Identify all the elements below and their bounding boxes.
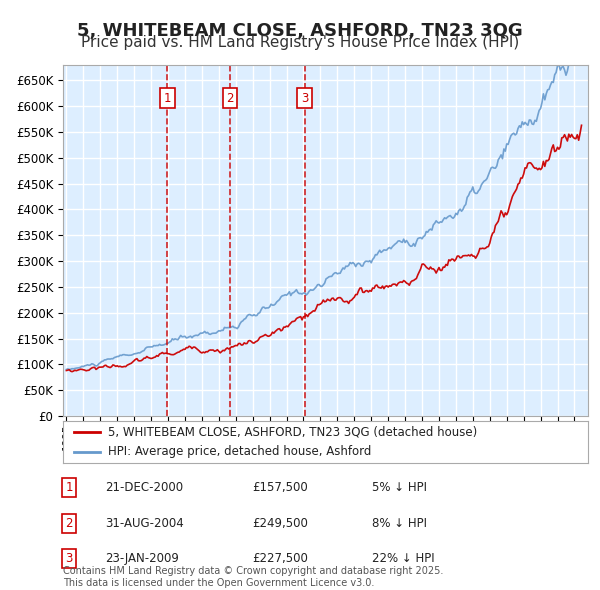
Text: 1: 1 xyxy=(65,481,73,494)
Text: 2: 2 xyxy=(226,92,234,105)
Text: 5, WHITEBEAM CLOSE, ASHFORD, TN23 3QG: 5, WHITEBEAM CLOSE, ASHFORD, TN23 3QG xyxy=(77,22,523,41)
Text: 5% ↓ HPI: 5% ↓ HPI xyxy=(372,481,427,494)
Text: 22% ↓ HPI: 22% ↓ HPI xyxy=(372,552,434,565)
Text: 3: 3 xyxy=(301,92,308,105)
Text: £227,500: £227,500 xyxy=(252,552,308,565)
Text: HPI: Average price, detached house, Ashford: HPI: Average price, detached house, Ashf… xyxy=(107,445,371,458)
Text: Price paid vs. HM Land Registry's House Price Index (HPI): Price paid vs. HM Land Registry's House … xyxy=(81,35,519,50)
Text: 31-AUG-2004: 31-AUG-2004 xyxy=(105,517,184,530)
Text: Contains HM Land Registry data © Crown copyright and database right 2025.
This d: Contains HM Land Registry data © Crown c… xyxy=(63,566,443,588)
Text: 21-DEC-2000: 21-DEC-2000 xyxy=(105,481,183,494)
Text: £157,500: £157,500 xyxy=(252,481,308,494)
Text: 5, WHITEBEAM CLOSE, ASHFORD, TN23 3QG (detached house): 5, WHITEBEAM CLOSE, ASHFORD, TN23 3QG (d… xyxy=(107,425,477,438)
Text: 8% ↓ HPI: 8% ↓ HPI xyxy=(372,517,427,530)
Text: 1: 1 xyxy=(164,92,171,105)
Text: 3: 3 xyxy=(65,552,73,565)
Text: 23-JAN-2009: 23-JAN-2009 xyxy=(105,552,179,565)
Text: 2: 2 xyxy=(65,517,73,530)
Text: £249,500: £249,500 xyxy=(252,517,308,530)
